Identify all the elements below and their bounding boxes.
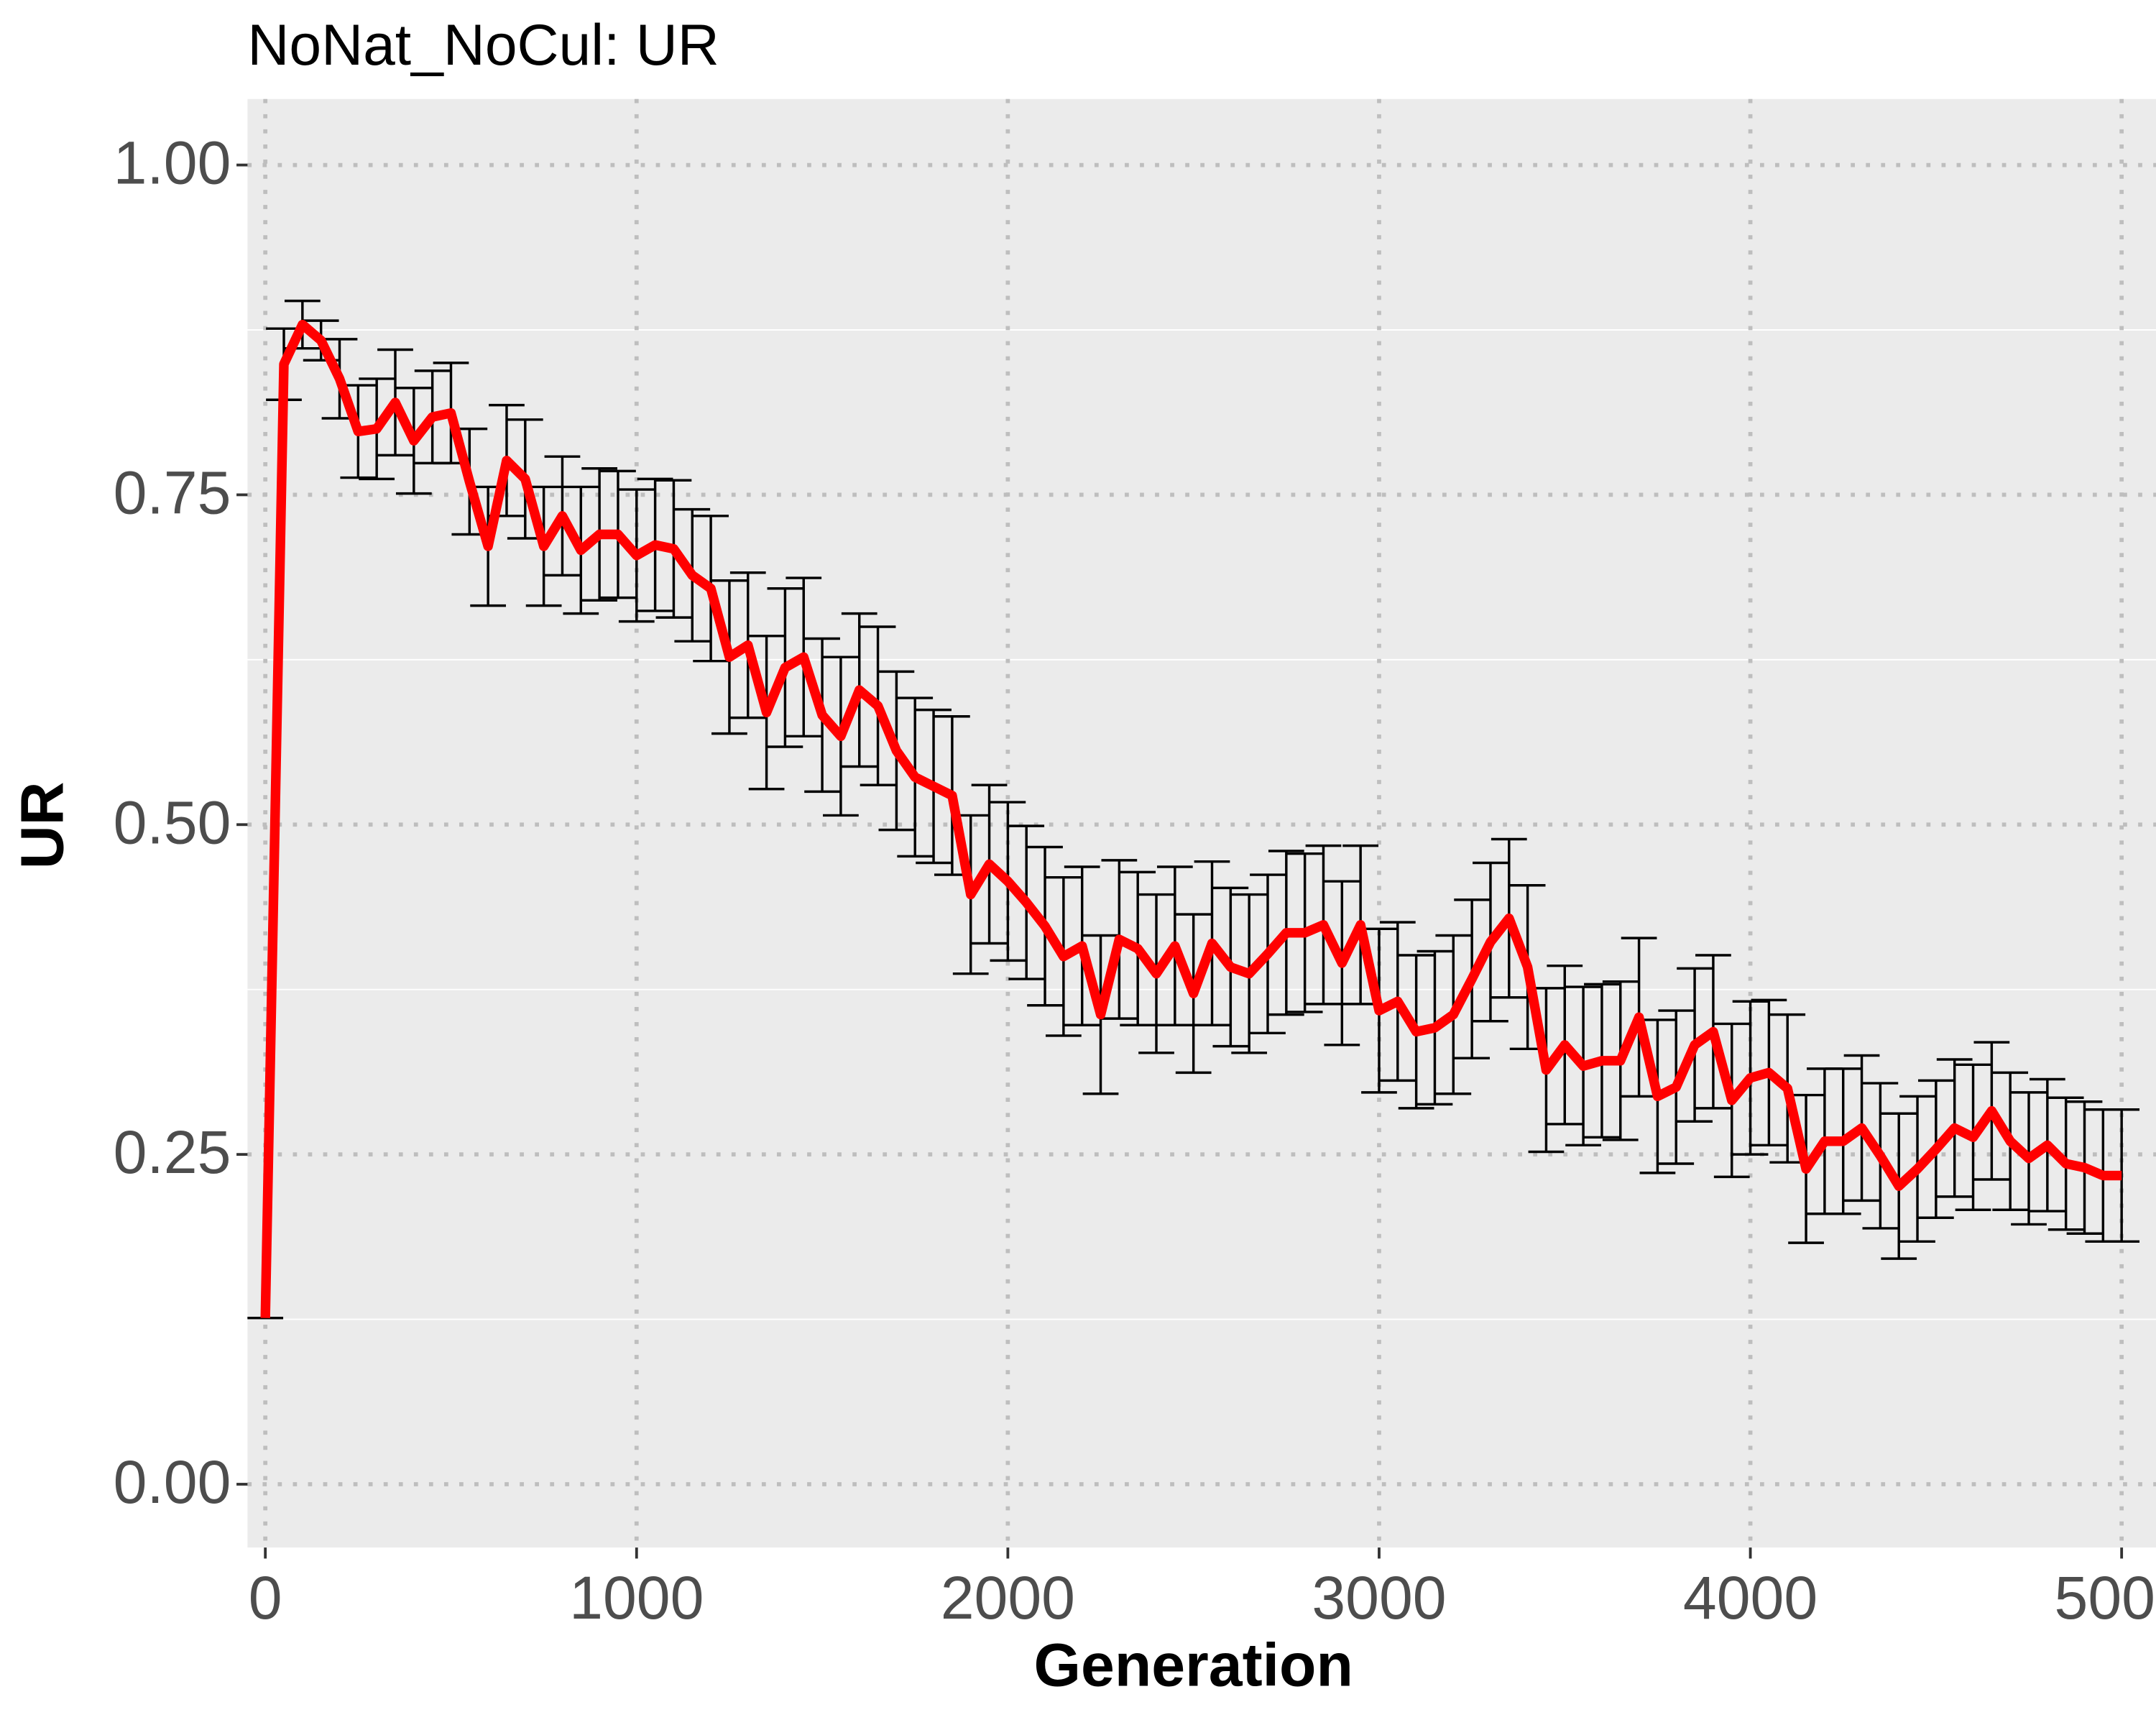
x-tick-label: 2000 xyxy=(941,1564,1075,1632)
data-line xyxy=(260,319,2122,1318)
x-tick-label: 1000 xyxy=(569,1564,704,1632)
y-tick-label: 0.25 xyxy=(114,1118,231,1186)
y-axis-title: UR xyxy=(8,782,75,870)
y-tick-label: 0.75 xyxy=(114,459,231,526)
y-tick-label: 1.00 xyxy=(114,129,231,197)
y-tick-label: 0.50 xyxy=(114,788,231,856)
x-tick-label: 0 xyxy=(249,1564,282,1632)
y-tick-label: 0.00 xyxy=(114,1448,231,1516)
x-tick-label: 3000 xyxy=(1312,1564,1446,1632)
x-axis-title: Generation xyxy=(1034,1632,1353,1699)
x-tick-label: 4000 xyxy=(1683,1564,1818,1632)
error-bar xyxy=(2104,1108,2140,1243)
chart-title: NoNat_NoCul: UR xyxy=(247,13,719,78)
x-tick-label: 5000 xyxy=(2055,1564,2156,1632)
